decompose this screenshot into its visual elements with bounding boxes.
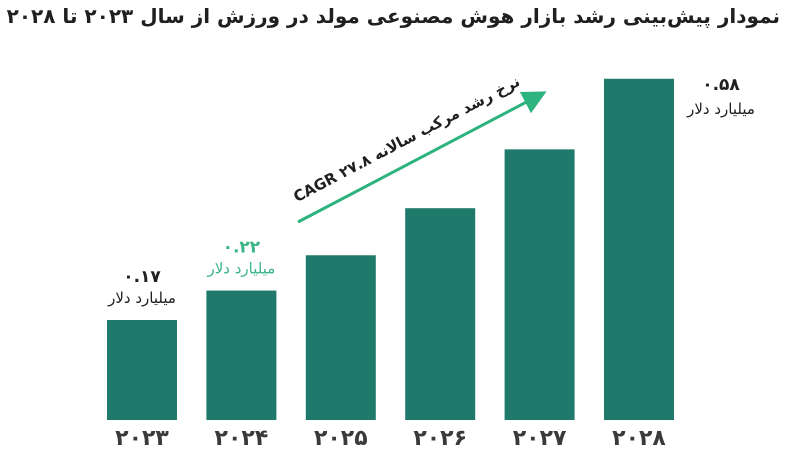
chart-title: نمودار پیش‌بینی رشد بازار هوش مصنوعی مول…: [6, 4, 780, 28]
x-tick-label: ۲۰۲۶: [413, 426, 467, 451]
bar-1: [206, 290, 277, 420]
data-label-unit: میلیارد دلار: [107, 289, 176, 307]
cagr-annotation: CAGR ۲۷.۸ نرخ رشد مرکب سالانه: [290, 72, 522, 206]
bar-5: [604, 78, 674, 421]
data-label-value: ۰.۲۲: [223, 238, 261, 258]
data-label-value: ۰.۱۷: [123, 267, 161, 287]
bar-4: [504, 149, 575, 420]
x-tick-label: ۲۰۲۵: [314, 426, 368, 451]
bar-0: [107, 319, 177, 420]
trend-arrow: [297, 91, 547, 224]
x-tick-label: ۲۰۲۸: [612, 426, 666, 451]
bar-3: [405, 208, 476, 420]
x-tick-label: ۲۰۲۴: [215, 426, 269, 451]
data-label-unit: میلیارد دلار: [686, 100, 755, 118]
data-label-unit: میلیارد دلار: [207, 260, 276, 278]
data-label-value: ۰.۵۸: [702, 75, 740, 95]
bar-2: [305, 255, 376, 420]
x-tick-label: ۲۰۲۳: [115, 426, 169, 451]
x-tick-label: ۲۰۲۷: [513, 426, 567, 451]
